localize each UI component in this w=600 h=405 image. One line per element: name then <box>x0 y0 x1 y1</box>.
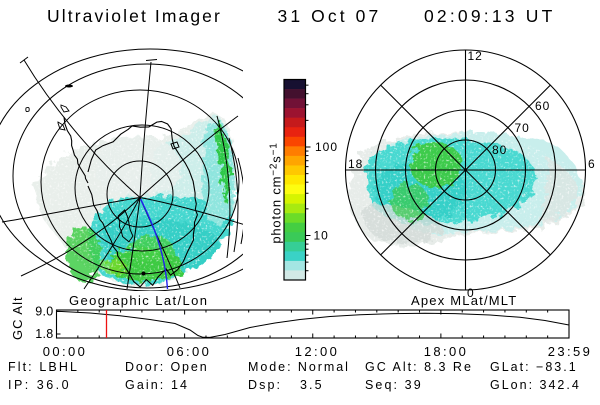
svg-text:0: 0 <box>467 286 474 300</box>
svg-text:02:09:13 UT: 02:09:13 UT <box>424 6 556 26</box>
svg-text:photon cm−2s−1: photon cm−2s−1 <box>269 142 284 243</box>
svg-text:Flt: LBHL: Flt: LBHL <box>8 360 79 374</box>
svg-text:10: 10 <box>314 229 329 243</box>
svg-text:Apex MLat/MLT: Apex MLat/MLT <box>411 293 517 308</box>
svg-text:18:00: 18:00 <box>424 344 469 359</box>
svg-text:Seq: 39: Seq: 39 <box>365 378 423 392</box>
svg-text:Mode: Normal: Mode: Normal <box>248 360 350 374</box>
svg-text:3.5: 3.5 <box>300 378 324 392</box>
svg-text:Dsp:: Dsp: <box>248 378 282 392</box>
svg-text:9.0: 9.0 <box>35 305 53 319</box>
svg-text:Gain: 14: Gain: 14 <box>125 378 189 392</box>
svg-text:80: 80 <box>492 143 507 157</box>
svg-text:23:59: 23:59 <box>548 344 593 359</box>
svg-text:60: 60 <box>535 99 550 113</box>
svg-text:70: 70 <box>515 121 530 135</box>
svg-text:Geographic Lat/Lon: Geographic Lat/Lon <box>69 293 208 308</box>
svg-text:Ultraviolet Imager: Ultraviolet Imager <box>47 6 222 26</box>
svg-text:06:00: 06:00 <box>167 344 212 359</box>
svg-text:6: 6 <box>588 157 595 171</box>
svg-text:100: 100 <box>315 140 338 154</box>
svg-text:12: 12 <box>468 49 483 63</box>
svg-text:1.8: 1.8 <box>35 327 53 341</box>
svg-text:GLon: 342.4: GLon: 342.4 <box>490 378 581 392</box>
svg-text:18: 18 <box>348 157 363 171</box>
svg-text:00:00: 00:00 <box>43 344 88 359</box>
svg-text:31 Oct 07: 31 Oct 07 <box>278 6 382 26</box>
svg-text:GC Alt: 8.3 Re: GC Alt: 8.3 Re <box>365 360 473 374</box>
svg-text:12:00: 12:00 <box>295 344 340 359</box>
svg-text:GLat: −83.1: GLat: −83.1 <box>490 360 578 374</box>
svg-text:Door: Open: Door: Open <box>125 360 209 374</box>
svg-text:IP: 36.0: IP: 36.0 <box>8 378 71 392</box>
svg-text:GC Alt: GC Alt <box>10 296 25 340</box>
